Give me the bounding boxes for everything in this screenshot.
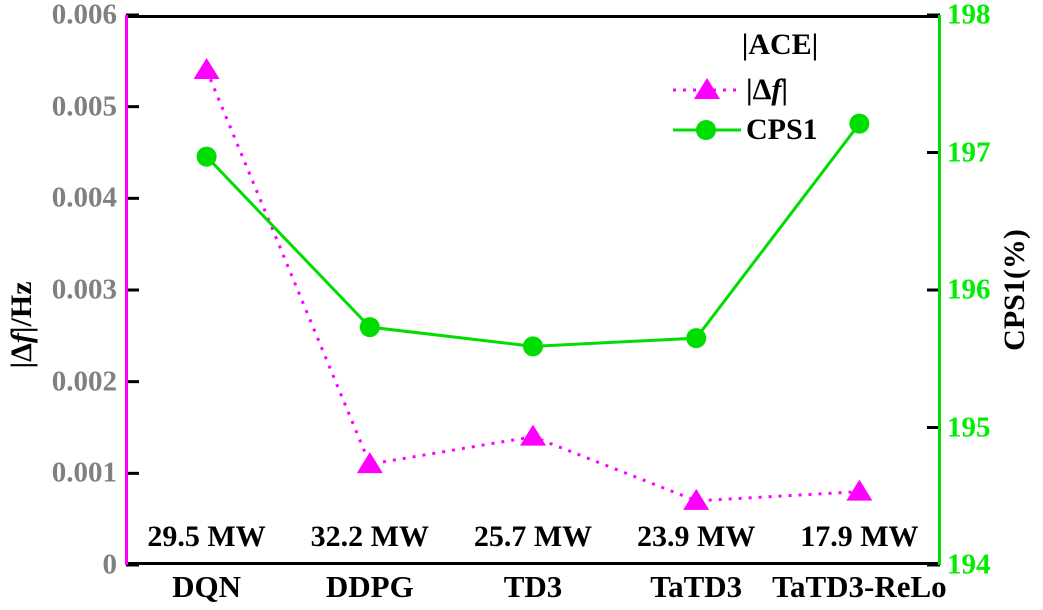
legend-circle-marker xyxy=(696,120,716,140)
circle-marker xyxy=(523,336,543,357)
triangle-marker xyxy=(846,479,873,501)
right-tick-label: 195 xyxy=(947,411,991,443)
circle-marker xyxy=(849,113,870,134)
ace-annotation-label: 25.7 MW xyxy=(473,520,593,553)
triangle-marker xyxy=(683,488,710,510)
ace-annotation-label: 23.9 MW xyxy=(637,520,756,553)
legend-entry-cps1-label: CPS1 xyxy=(746,113,818,146)
left-tick-label: 0.003 xyxy=(51,273,117,306)
circle-marker xyxy=(359,317,380,338)
left-tick-label: 0.005 xyxy=(51,90,117,123)
legend-df-post: | xyxy=(781,73,789,106)
triangle-marker xyxy=(193,58,220,79)
legend-df-f: f xyxy=(771,73,782,106)
triangle-marker xyxy=(520,424,546,446)
triangle-marker xyxy=(356,452,383,474)
circle-marker xyxy=(196,146,217,167)
left-tick-label: 0.001 xyxy=(51,456,117,489)
left-axis-title: |Δf|/Hz xyxy=(5,281,38,369)
left-tick-label: 0.006 xyxy=(51,0,117,31)
right-tick-label: 198 xyxy=(947,0,991,31)
ace-annotation-label: 17.9 MW xyxy=(800,520,919,553)
ace-annotation-label: 29.5 MW xyxy=(147,520,266,553)
legend-df-pre: |Δ xyxy=(746,73,772,106)
left-tick-label: 0.002 xyxy=(51,365,117,398)
left-axis-title-f: f xyxy=(5,333,38,344)
left-axis-title-pre: |Δ xyxy=(5,343,38,369)
ace-annotation-label: 32.2 MW xyxy=(310,520,429,553)
legend-triangle-marker xyxy=(694,78,720,99)
left-axis-title-post: |/Hz xyxy=(5,281,38,334)
category-label: DQN xyxy=(172,569,242,604)
category-label: DDPG xyxy=(325,569,414,604)
right-tick-label: 196 xyxy=(947,273,991,306)
right-tick-label: 197 xyxy=(947,136,991,168)
right-axis-title: CPS1(%) xyxy=(998,229,1031,351)
left-tick-label: 0.004 xyxy=(51,181,117,214)
category-label: TD3 xyxy=(503,569,563,604)
category-label: TaTD3-ReLo xyxy=(772,569,947,604)
legend-entry-delta-f-label: |Δf| xyxy=(746,75,788,105)
legend-title: |ACE| xyxy=(741,28,819,61)
category-label: TaTD3 xyxy=(650,569,743,604)
circle-marker xyxy=(686,328,707,349)
left-tick-label: 0 xyxy=(102,548,118,581)
series-line-cps1 xyxy=(205,122,861,348)
right-tick-label: 194 xyxy=(947,548,991,581)
